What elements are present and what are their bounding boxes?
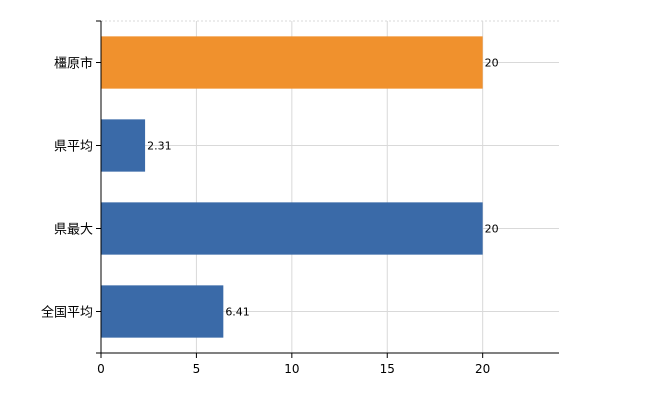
axes — [96, 20, 559, 358]
data-label-0: 20 — [485, 57, 499, 70]
x-tick-label-0: 0 — [97, 362, 105, 376]
x-tick-label-4: 20 — [475, 362, 490, 376]
bar-3 — [101, 285, 224, 338]
bars — [101, 36, 483, 338]
category-label-1: 県平均 — [54, 140, 93, 155]
data-label-1: 2.31 — [147, 140, 172, 153]
data-label-2: 20 — [485, 223, 499, 236]
x-tick-label-3: 15 — [380, 362, 395, 376]
bar-2 — [101, 202, 483, 255]
x-tick-label-1: 5 — [193, 362, 201, 376]
data-label-3: 6.41 — [225, 306, 250, 319]
category-label-3: 全国平均 — [41, 305, 93, 321]
bar-0 — [101, 36, 483, 89]
category-label-0: 橿原市 — [54, 56, 93, 72]
category-label-2: 県最大 — [54, 223, 93, 238]
bar-1 — [101, 119, 146, 172]
x-tick-label-2: 10 — [284, 362, 299, 376]
